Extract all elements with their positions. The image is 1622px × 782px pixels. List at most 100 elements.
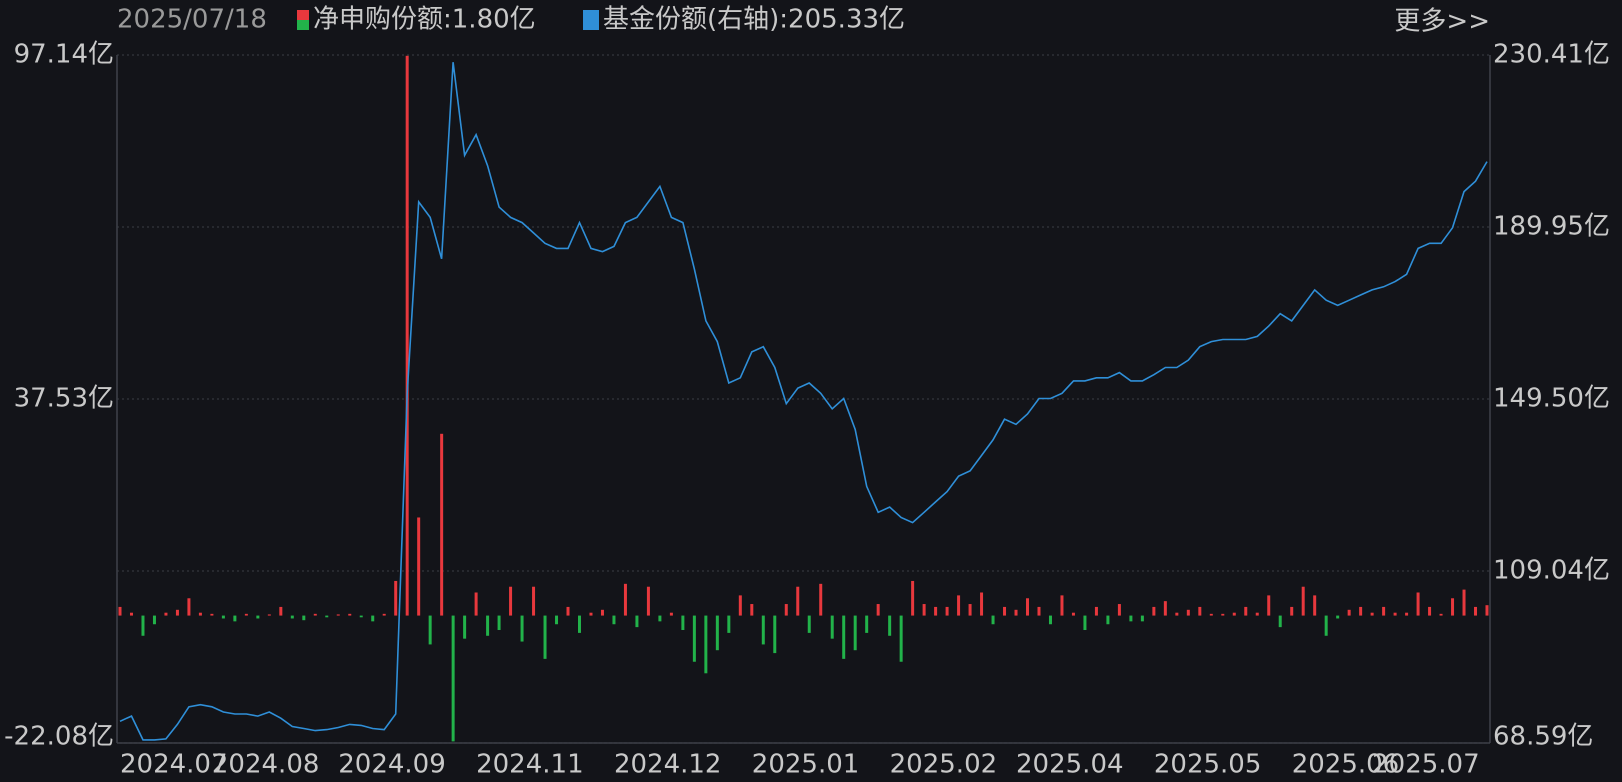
x-tick-label: 2025.04 xyxy=(1016,750,1124,780)
bar xyxy=(704,615,708,674)
bar xyxy=(1186,609,1190,616)
bar xyxy=(1232,612,1236,616)
bar xyxy=(1382,606,1386,616)
bar xyxy=(1451,598,1455,616)
bar xyxy=(1370,612,1374,616)
x-tick-label: 2024.11 xyxy=(476,750,584,780)
bar xyxy=(784,604,788,616)
y2-tick-label: 189.95亿 xyxy=(1493,212,1610,242)
bar xyxy=(1198,606,1202,616)
more-link[interactable]: 更多>> xyxy=(1394,7,1490,37)
bar xyxy=(635,615,639,628)
x-tick-label: 2025.01 xyxy=(752,750,860,780)
bar xyxy=(830,615,834,639)
bar xyxy=(1405,612,1409,616)
bar xyxy=(1267,595,1271,616)
bar xyxy=(1048,615,1052,625)
bar xyxy=(1014,609,1018,616)
bar xyxy=(520,615,524,642)
bar xyxy=(428,615,432,645)
bar xyxy=(1163,601,1167,616)
y2-tick-label: 149.50亿 xyxy=(1493,384,1610,414)
bar xyxy=(417,517,421,616)
bar xyxy=(1129,615,1133,622)
bar xyxy=(463,615,467,639)
bar xyxy=(957,595,961,616)
bar xyxy=(394,580,398,616)
bar xyxy=(474,592,478,616)
bar xyxy=(945,606,949,616)
bar xyxy=(359,615,363,618)
bar xyxy=(543,615,547,659)
bar xyxy=(623,583,627,616)
y2-tick-label: 68.59亿 xyxy=(1493,722,1593,752)
bar xyxy=(325,615,329,618)
date-label: 2025/07/18 xyxy=(117,5,267,35)
bar xyxy=(876,604,880,616)
bar xyxy=(796,586,800,616)
bar xyxy=(692,615,696,662)
bar xyxy=(267,614,271,616)
bar xyxy=(1209,613,1213,616)
bar xyxy=(382,613,386,616)
bar xyxy=(336,614,340,616)
y-tick-label: -22.08亿 xyxy=(4,722,114,752)
bar xyxy=(600,609,604,616)
bar xyxy=(1416,592,1420,616)
y2-tick-label: 109.04亿 xyxy=(1493,556,1610,586)
bar xyxy=(1094,606,1098,616)
bar xyxy=(1290,606,1294,616)
bar xyxy=(164,612,168,616)
bar xyxy=(509,586,513,616)
bar xyxy=(819,583,823,616)
bar xyxy=(1393,612,1397,616)
bar xyxy=(290,615,294,619)
bar xyxy=(210,613,214,616)
bar xyxy=(715,615,719,651)
bar xyxy=(1428,606,1432,616)
bar xyxy=(1244,606,1248,616)
bar xyxy=(1336,615,1340,619)
bar xyxy=(1439,613,1443,616)
bar xyxy=(1474,606,1478,616)
bar xyxy=(1140,615,1144,622)
bar xyxy=(302,615,306,621)
x-tick-label: 2025.07 xyxy=(1372,750,1480,780)
bar xyxy=(1037,606,1041,616)
bar xyxy=(152,615,156,625)
bar xyxy=(129,612,133,616)
bar xyxy=(313,613,317,616)
legend-swatch-down xyxy=(297,20,309,30)
y2-tick-label: 230.41亿 xyxy=(1493,40,1610,70)
x-tick-label: 2025.02 xyxy=(890,750,998,780)
bar xyxy=(1324,615,1328,636)
bar xyxy=(244,613,248,616)
bar xyxy=(1071,612,1075,616)
bar xyxy=(842,615,846,659)
bar xyxy=(198,612,202,616)
bar xyxy=(669,612,673,616)
bar xyxy=(1026,598,1030,616)
bar xyxy=(888,615,892,636)
bar xyxy=(405,55,409,616)
bar xyxy=(577,615,581,633)
bar xyxy=(761,615,765,645)
bar xyxy=(175,609,179,616)
bar xyxy=(371,615,375,622)
bar xyxy=(1175,612,1179,616)
bar xyxy=(1152,606,1156,616)
bar xyxy=(1462,589,1466,616)
bar xyxy=(1313,595,1317,616)
bar xyxy=(1278,615,1282,628)
bar xyxy=(658,615,662,622)
bar xyxy=(612,615,616,625)
legend-label: 净申购份额:1.80亿 xyxy=(313,5,536,35)
bar xyxy=(233,615,237,622)
bar xyxy=(750,604,754,616)
bar xyxy=(279,606,283,616)
bar xyxy=(1003,606,1007,616)
bar xyxy=(555,615,559,625)
x-tick-label: 2025.05 xyxy=(1154,750,1262,780)
bar xyxy=(922,604,926,616)
